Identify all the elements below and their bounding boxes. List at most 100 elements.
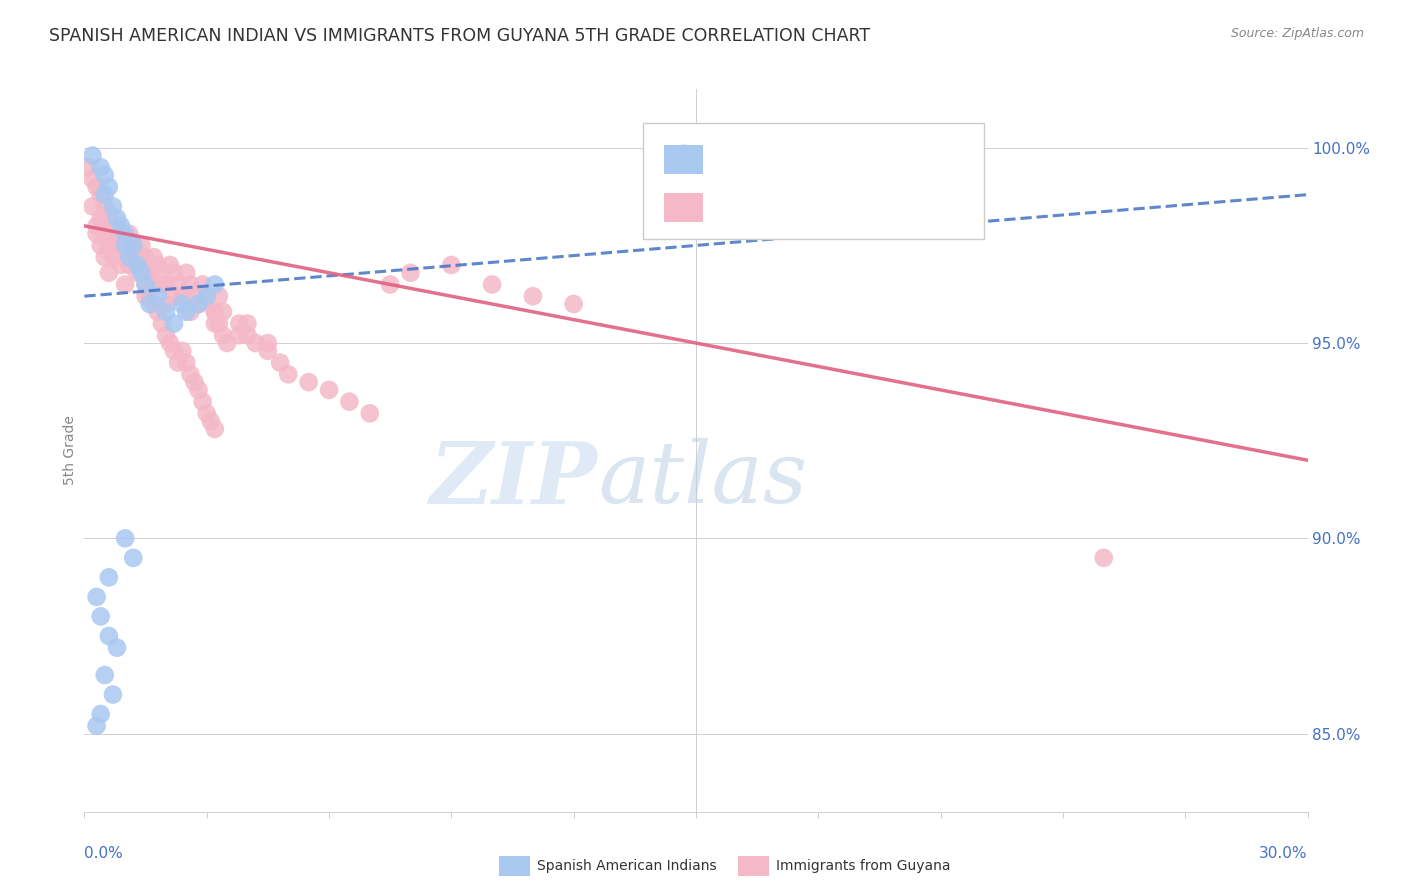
Point — [93, 668, 115, 682]
Point — [163, 266, 186, 280]
Point — [191, 394, 214, 409]
Text: atlas: atlas — [598, 438, 807, 521]
Point — [174, 355, 197, 369]
Point — [172, 297, 194, 311]
Point — [208, 317, 231, 331]
Point — [90, 211, 112, 225]
Point — [82, 172, 104, 186]
Point — [114, 227, 136, 241]
Text: SPANISH AMERICAN INDIAN VS IMMIGRANTS FROM GUYANA 5TH GRADE CORRELATION CHART: SPANISH AMERICAN INDIAN VS IMMIGRANTS FR… — [49, 27, 870, 45]
Point — [135, 266, 157, 280]
Point — [101, 688, 124, 702]
Point — [138, 266, 160, 280]
Point — [187, 297, 209, 311]
Text: 30.0%: 30.0% — [1260, 847, 1308, 862]
Point — [174, 305, 197, 319]
Point — [101, 219, 124, 233]
Point — [187, 383, 209, 397]
Point — [179, 305, 201, 319]
Point — [97, 238, 120, 252]
Point — [245, 336, 267, 351]
Point — [159, 258, 181, 272]
Point — [135, 277, 157, 292]
Point — [522, 289, 544, 303]
Point — [380, 277, 402, 292]
Point — [93, 187, 115, 202]
Point — [204, 277, 226, 292]
Point — [1092, 550, 1115, 565]
Text: Source: ZipAtlas.com: Source: ZipAtlas.com — [1230, 27, 1364, 40]
Point — [97, 570, 120, 584]
Point — [114, 277, 136, 292]
Point — [269, 355, 291, 369]
Point — [131, 266, 153, 280]
Point — [481, 277, 503, 292]
Point — [228, 328, 250, 343]
Point — [118, 227, 141, 241]
Point — [163, 289, 186, 303]
Point — [155, 328, 177, 343]
Point — [118, 258, 141, 272]
Point — [114, 250, 136, 264]
Point — [146, 266, 169, 280]
Point — [187, 297, 209, 311]
Point — [86, 590, 108, 604]
Point — [318, 383, 340, 397]
Point — [217, 336, 239, 351]
Point — [172, 289, 194, 303]
Point — [183, 289, 205, 303]
Point — [150, 317, 173, 331]
Text: ZIP: ZIP — [430, 438, 598, 521]
Point — [191, 277, 214, 292]
Point — [167, 277, 190, 292]
Point — [101, 238, 124, 252]
Point — [110, 238, 132, 252]
Text: 0.0%: 0.0% — [84, 847, 124, 862]
Point — [142, 277, 165, 292]
Point — [127, 258, 149, 272]
Point — [163, 317, 186, 331]
Point — [82, 199, 104, 213]
Point — [105, 219, 128, 233]
Text: R =  0.070: R = 0.070 — [717, 151, 806, 169]
Point — [277, 368, 299, 382]
Point — [172, 289, 194, 303]
Point — [122, 238, 145, 252]
Point — [97, 266, 120, 280]
Point — [118, 258, 141, 272]
Point — [122, 246, 145, 260]
Point — [138, 289, 160, 303]
Point — [200, 414, 222, 428]
Point — [257, 336, 280, 351]
Point — [167, 355, 190, 369]
Text: N = 115: N = 115 — [882, 199, 950, 217]
Point — [86, 179, 108, 194]
Point — [179, 368, 201, 382]
Point — [114, 532, 136, 546]
Point — [135, 289, 157, 303]
Point — [135, 277, 157, 292]
Point — [93, 199, 115, 213]
Point — [93, 211, 115, 225]
Point — [155, 305, 177, 319]
Point — [105, 211, 128, 225]
Point — [159, 336, 181, 351]
Point — [101, 250, 124, 264]
Point — [86, 227, 108, 241]
Point — [174, 266, 197, 280]
Point — [90, 161, 112, 175]
Point — [163, 343, 186, 358]
Point — [97, 179, 120, 194]
Text: Immigrants from Guyana: Immigrants from Guyana — [776, 859, 950, 873]
Point — [359, 406, 381, 420]
Point — [146, 289, 169, 303]
Point — [122, 550, 145, 565]
Point — [212, 328, 235, 343]
Point — [90, 238, 112, 252]
Point — [172, 343, 194, 358]
Point — [110, 227, 132, 241]
Point — [90, 187, 112, 202]
Point — [105, 640, 128, 655]
Point — [97, 219, 120, 233]
Point — [97, 207, 120, 221]
